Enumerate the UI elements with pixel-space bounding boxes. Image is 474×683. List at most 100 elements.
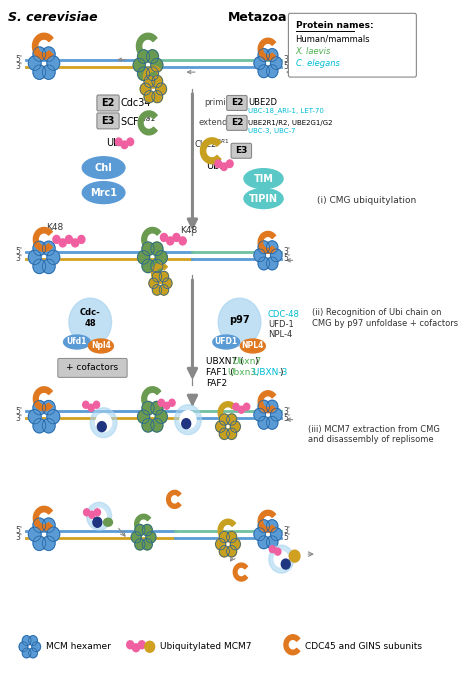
Text: FAF1 (: FAF1 ( bbox=[206, 368, 233, 378]
Circle shape bbox=[83, 509, 90, 516]
Ellipse shape bbox=[89, 339, 113, 353]
Ellipse shape bbox=[64, 335, 90, 349]
Text: SCF$^{Dia2}$: SCF$^{Dia2}$ bbox=[120, 114, 156, 128]
Text: C. elegans: C. elegans bbox=[295, 59, 339, 68]
Circle shape bbox=[258, 48, 270, 61]
Circle shape bbox=[78, 236, 85, 243]
Circle shape bbox=[146, 531, 156, 543]
Text: UBC-3, UBC-7: UBC-3, UBC-7 bbox=[248, 128, 296, 134]
Circle shape bbox=[22, 636, 31, 645]
Wedge shape bbox=[33, 33, 53, 59]
Circle shape bbox=[142, 419, 154, 432]
Text: 3': 3' bbox=[283, 406, 290, 416]
Text: 5': 5' bbox=[16, 55, 23, 64]
Circle shape bbox=[47, 56, 60, 70]
Text: Ubi: Ubi bbox=[206, 161, 222, 171]
Ellipse shape bbox=[104, 518, 112, 526]
Wedge shape bbox=[142, 227, 161, 251]
Circle shape bbox=[169, 400, 175, 406]
Circle shape bbox=[219, 546, 229, 557]
Text: UBXN7 (: UBXN7 ( bbox=[206, 357, 243, 366]
Circle shape bbox=[167, 237, 174, 245]
Text: Mrc1: Mrc1 bbox=[90, 188, 117, 197]
Text: Ufd1: Ufd1 bbox=[67, 337, 87, 346]
Circle shape bbox=[258, 400, 270, 413]
Circle shape bbox=[33, 241, 46, 255]
Circle shape bbox=[127, 641, 134, 649]
Circle shape bbox=[271, 57, 282, 70]
Circle shape bbox=[19, 642, 28, 652]
Ellipse shape bbox=[240, 339, 265, 353]
Circle shape bbox=[258, 417, 270, 429]
Circle shape bbox=[152, 91, 163, 102]
Circle shape bbox=[65, 236, 73, 243]
Text: Ubiquitylated MCM7: Ubiquitylated MCM7 bbox=[160, 642, 251, 652]
Ellipse shape bbox=[244, 169, 283, 189]
Circle shape bbox=[59, 239, 66, 247]
Circle shape bbox=[93, 401, 100, 408]
Circle shape bbox=[258, 520, 270, 533]
Text: X. laevis: X. laevis bbox=[295, 47, 331, 56]
Circle shape bbox=[266, 520, 278, 533]
Circle shape bbox=[152, 75, 163, 87]
Wedge shape bbox=[33, 227, 52, 251]
Circle shape bbox=[137, 50, 150, 64]
FancyBboxPatch shape bbox=[288, 14, 416, 77]
Circle shape bbox=[258, 536, 270, 548]
Circle shape bbox=[42, 518, 55, 532]
Text: 5': 5' bbox=[283, 254, 290, 264]
Circle shape bbox=[159, 285, 169, 295]
Text: Ubxn3,: Ubxn3, bbox=[227, 368, 259, 378]
Circle shape bbox=[28, 648, 37, 658]
FancyBboxPatch shape bbox=[231, 143, 252, 158]
Circle shape bbox=[219, 414, 229, 426]
Circle shape bbox=[164, 402, 170, 409]
Text: K48: K48 bbox=[46, 223, 63, 232]
Circle shape bbox=[216, 538, 226, 550]
Text: 3': 3' bbox=[16, 62, 23, 71]
Circle shape bbox=[156, 83, 166, 95]
Circle shape bbox=[33, 518, 46, 532]
Circle shape bbox=[137, 251, 150, 264]
Circle shape bbox=[42, 419, 55, 433]
Circle shape bbox=[218, 298, 261, 346]
Circle shape bbox=[266, 417, 278, 429]
Circle shape bbox=[151, 402, 163, 415]
Text: extending: extending bbox=[199, 118, 241, 128]
Circle shape bbox=[152, 271, 162, 282]
Wedge shape bbox=[167, 490, 181, 508]
Wedge shape bbox=[137, 33, 157, 59]
Text: Chl: Chl bbox=[95, 163, 112, 173]
Wedge shape bbox=[144, 66, 161, 88]
Circle shape bbox=[144, 91, 155, 102]
Circle shape bbox=[182, 419, 191, 429]
Circle shape bbox=[22, 648, 31, 658]
Text: NPL4: NPL4 bbox=[242, 342, 264, 350]
Circle shape bbox=[174, 405, 201, 434]
Circle shape bbox=[144, 75, 155, 87]
Circle shape bbox=[42, 241, 55, 255]
Circle shape bbox=[135, 539, 145, 550]
Circle shape bbox=[163, 278, 172, 288]
Wedge shape bbox=[233, 563, 247, 581]
Ellipse shape bbox=[82, 157, 125, 179]
Circle shape bbox=[132, 644, 139, 652]
Circle shape bbox=[227, 531, 237, 543]
Circle shape bbox=[92, 508, 106, 525]
Circle shape bbox=[137, 410, 150, 423]
Circle shape bbox=[135, 525, 145, 535]
Ellipse shape bbox=[82, 182, 125, 204]
Wedge shape bbox=[258, 391, 275, 413]
Circle shape bbox=[28, 527, 41, 542]
Text: Cdc34: Cdc34 bbox=[120, 98, 151, 108]
Text: K48: K48 bbox=[180, 226, 197, 235]
Wedge shape bbox=[284, 635, 300, 655]
Circle shape bbox=[152, 285, 162, 295]
Wedge shape bbox=[138, 111, 157, 135]
Circle shape bbox=[180, 410, 196, 429]
Circle shape bbox=[42, 536, 55, 550]
Wedge shape bbox=[33, 387, 52, 410]
Text: E3: E3 bbox=[101, 116, 115, 126]
Circle shape bbox=[42, 47, 55, 61]
Text: Npl4: Npl4 bbox=[91, 342, 111, 350]
